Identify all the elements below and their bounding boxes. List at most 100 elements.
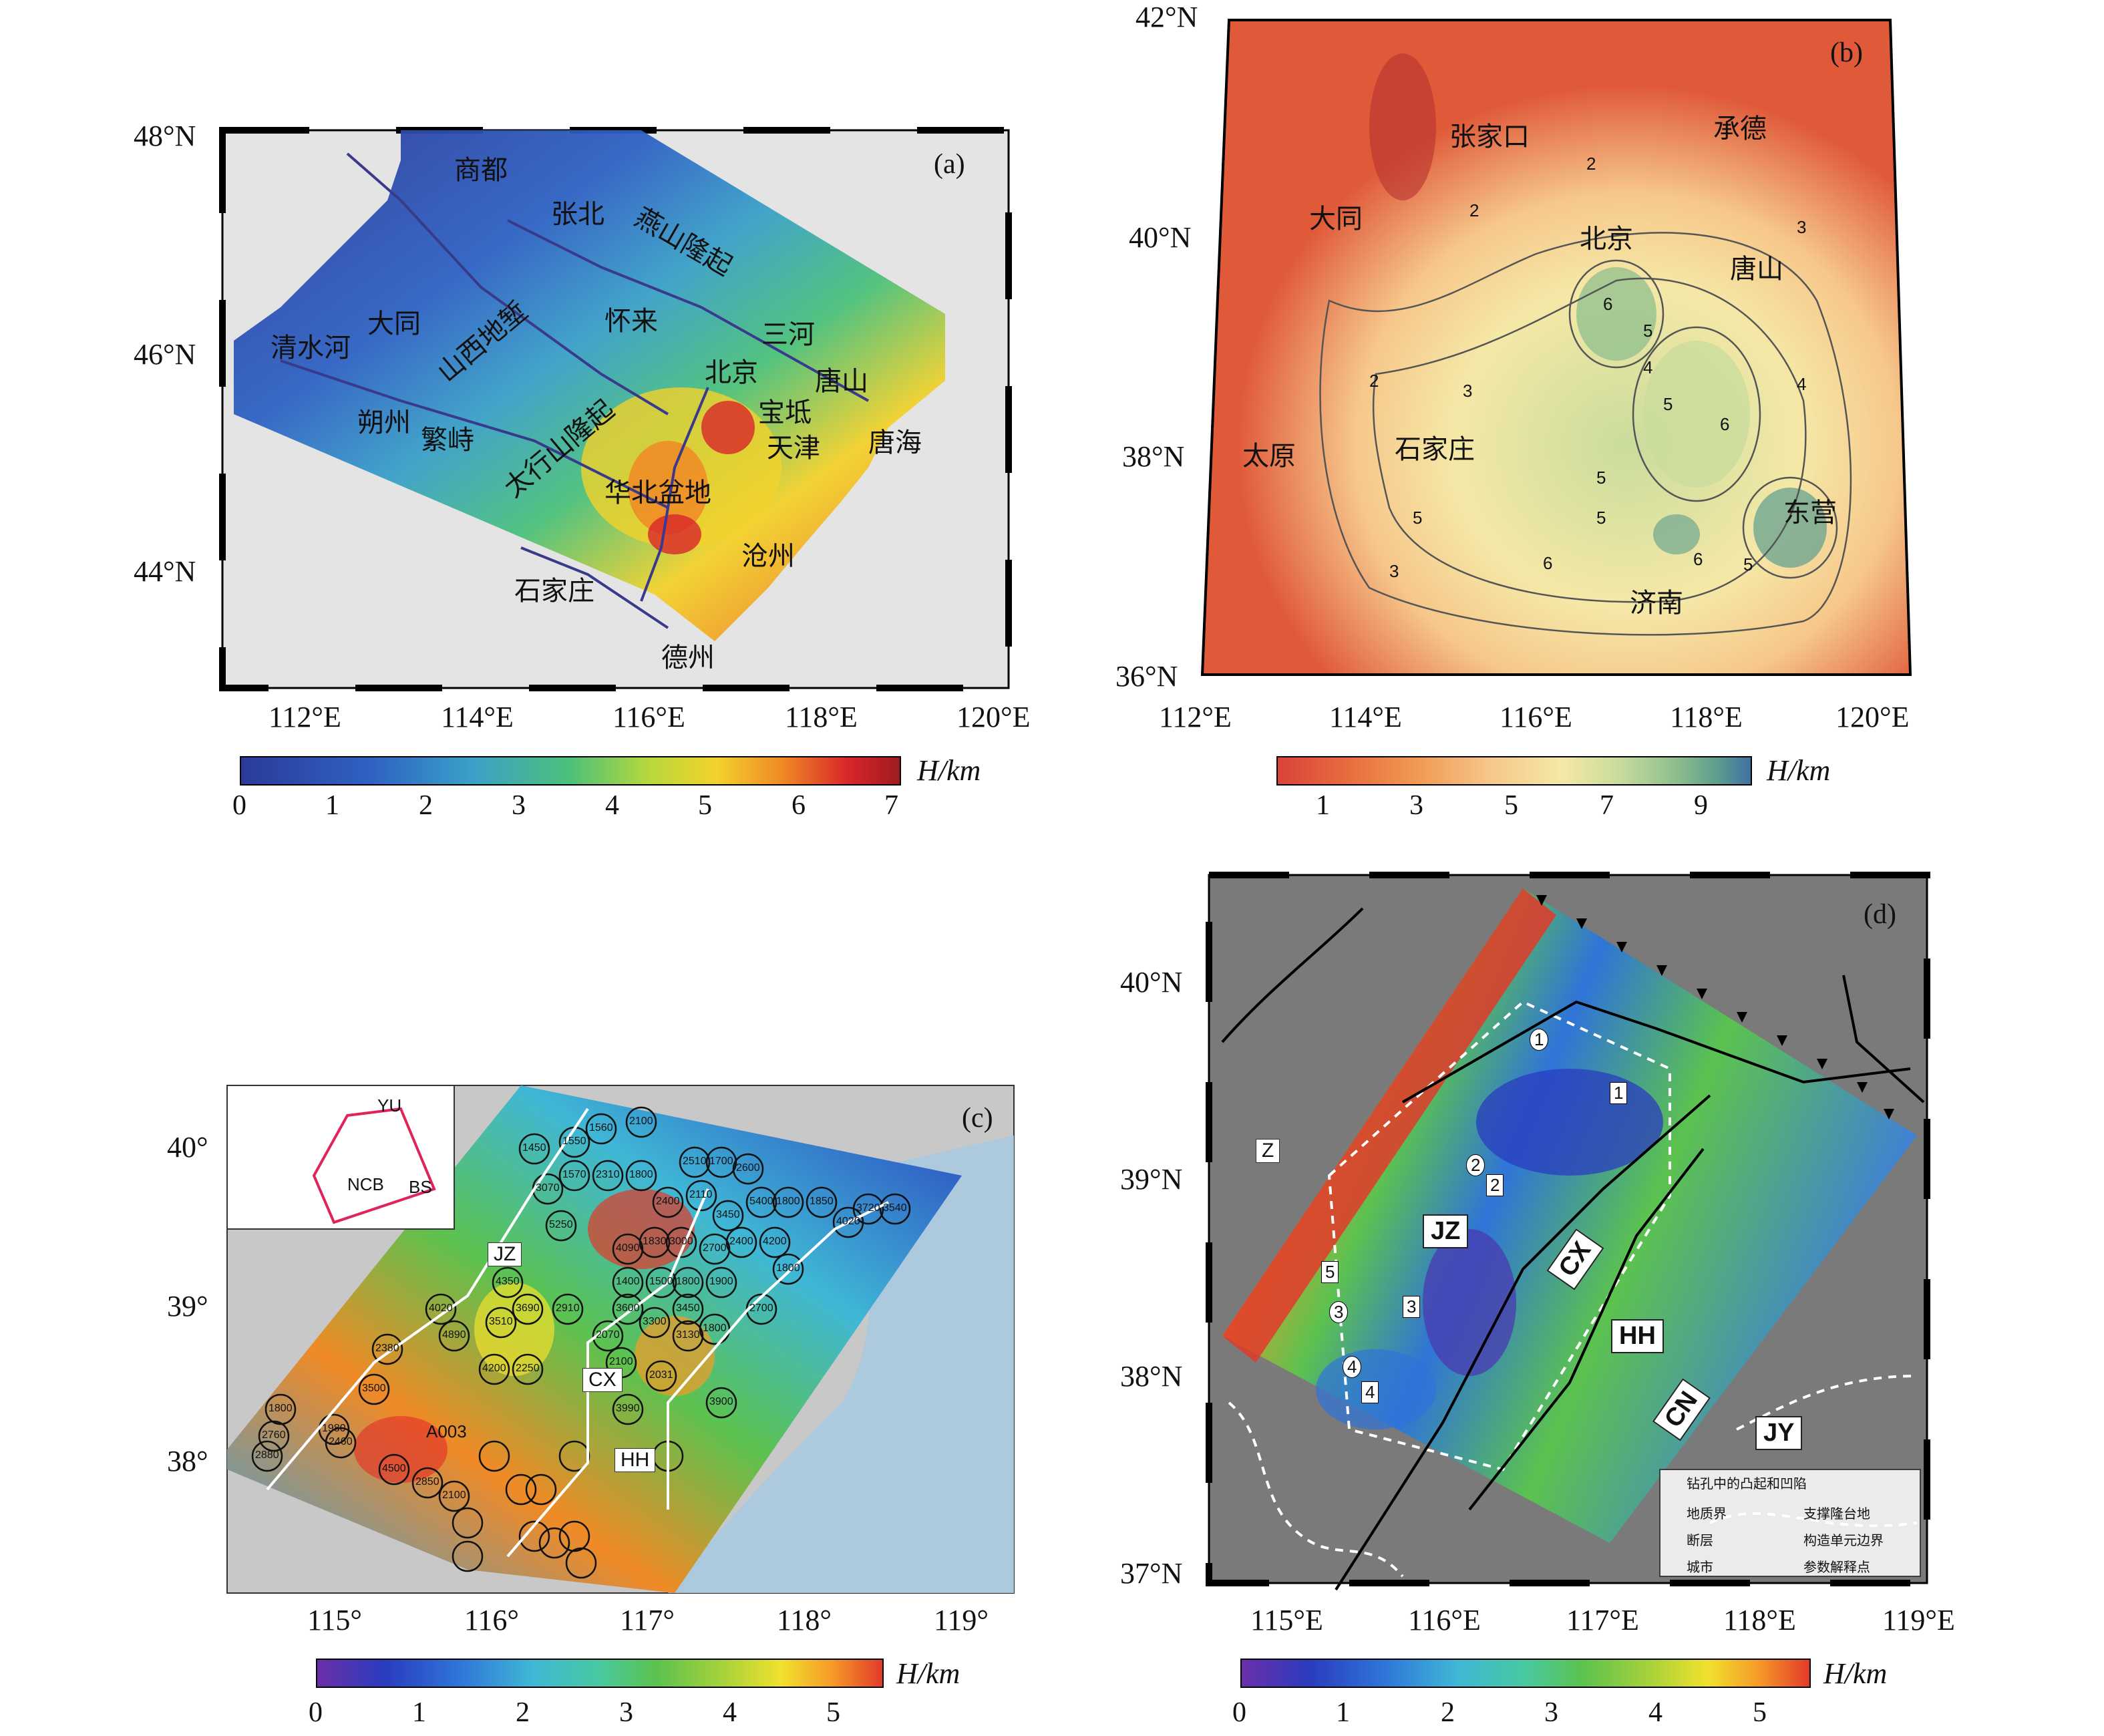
station-value: 4020 (836, 1216, 860, 1227)
panel-b-map (1200, 19, 1912, 676)
city-label: 承德 (1713, 114, 1767, 144)
panel-d-lon-label: 118°E (1723, 1604, 1796, 1636)
uplift-number: 4 (1343, 1356, 1362, 1378)
colorbar-tick: 7 (1600, 790, 1614, 821)
station-value: 3000 (669, 1236, 693, 1247)
panel-b-lon-label: 116°E (1500, 701, 1572, 733)
contour-label: 4 (1643, 357, 1653, 377)
contour-label: 2 (1369, 371, 1379, 391)
city-label: 北京 (1580, 224, 1633, 254)
colorbar-tick: 5 (1753, 1697, 1767, 1728)
station-value: 3510 (489, 1316, 513, 1327)
depression-number: 4 (1361, 1381, 1379, 1403)
contour-label: 3 (1797, 217, 1807, 237)
station-value: 3450 (716, 1209, 740, 1220)
colorbar-tick: 0 (1232, 1697, 1246, 1728)
panel-d-lat-label: 37°N (1120, 1557, 1183, 1590)
station-value: 2880 (255, 1449, 279, 1461)
uplift-number: 2 (1466, 1154, 1485, 1176)
panel-b-label: (b) (1830, 37, 1863, 68)
station-value: 2310 (596, 1169, 620, 1180)
panel-c-inset (226, 1085, 455, 1230)
station-value: 3900 (709, 1396, 733, 1407)
colorbar-tick: 0 (232, 790, 246, 821)
contour-label: 6 (1603, 294, 1613, 314)
city-label: 朔州 (357, 407, 411, 438)
city-label: 天津 (767, 433, 820, 464)
panel-a-lon-label: 112°E (269, 701, 341, 733)
tectonic-code-label: HH (1611, 1319, 1664, 1353)
station-value: 3540 (883, 1202, 907, 1214)
station-value: 2700 (749, 1303, 773, 1314)
colorbar-tick: 0 (309, 1697, 323, 1728)
station-value: 1570 (562, 1169, 586, 1180)
station-value: 4020 (429, 1303, 453, 1314)
panel-b-colorbar-unit: H/km (1767, 754, 1831, 787)
city-label: 沧州 (741, 541, 795, 572)
contour-label: 3 (1389, 561, 1399, 581)
contour-label: 5 (1663, 394, 1673, 414)
station-value: 4200 (763, 1236, 787, 1247)
station-value: 3690 (516, 1303, 540, 1314)
panel-a-colorbar (240, 756, 901, 786)
panel-a-lat-label: 44°N (134, 555, 196, 588)
station-value: 3720 (856, 1202, 880, 1214)
city-label: 商都 (454, 155, 508, 186)
panel-b-lat-label: 40°N (1129, 221, 1192, 254)
station-label: A003 (426, 1421, 467, 1441)
colorbar-tick: 7 (884, 790, 898, 821)
city-label: 唐山 (1730, 254, 1783, 285)
panel-a-lon-label: 118°E (785, 701, 858, 733)
tectonic-code-label: HH (615, 1448, 656, 1472)
panel-c-colorbar-unit: H/km (896, 1657, 960, 1690)
city-label: 宝坻 (758, 397, 812, 428)
panel-d-thrust-triangles (1536, 895, 1894, 1119)
panel-d-lat-label: 38°N (1120, 1360, 1183, 1393)
city-label: 清水河 (271, 333, 351, 363)
station-value: 1850 (810, 1196, 834, 1207)
station-value: 4890 (442, 1329, 466, 1341)
tectonic-code-label: CX (582, 1368, 623, 1392)
station-value: 2460 (329, 1436, 353, 1447)
inset-label: BS (409, 1177, 432, 1197)
contour-label: 6 (1543, 553, 1553, 573)
colorbar-tick: 3 (1544, 1697, 1558, 1728)
depression-number: 3 (1403, 1296, 1421, 1318)
panel-d-lon-label: 116°E (1408, 1604, 1481, 1636)
legend-item: 构造单元边界 (1803, 1534, 1884, 1548)
panel-a-label: (a) (934, 149, 965, 180)
station-value: 1560 (589, 1122, 613, 1134)
inset-label: NCB (347, 1174, 384, 1194)
colorbar-tick: 2 (1441, 1697, 1455, 1728)
depression-number: 1 (1610, 1082, 1628, 1104)
contour-label: 5 (1596, 508, 1606, 528)
station-value: 2850 (415, 1476, 440, 1488)
tectonic-code-label: Z (1256, 1139, 1280, 1163)
station-value: 1800 (676, 1276, 700, 1287)
contour-label: 6 (1720, 414, 1730, 434)
colorbar-tick: 1 (325, 790, 339, 821)
panel-c-lon-label: 118° (777, 1604, 832, 1636)
station-value: 1900 (709, 1276, 733, 1287)
panel-a-lon-label: 116°E (612, 701, 685, 733)
panel-d-lat-label: 40°N (1120, 966, 1183, 999)
panel-a-lon-label: 120°E (956, 701, 1031, 733)
city-label: 三河 (761, 319, 815, 350)
station-value: 3130 (676, 1329, 700, 1341)
tectonic-code-label: JZ (1423, 1214, 1469, 1248)
colorbar-tick: 1 (1336, 1697, 1350, 1728)
station-value: 1700 (709, 1156, 733, 1167)
tectonic-code-label: JY (1755, 1416, 1803, 1450)
legend-item: 支撑隆台地 (1803, 1507, 1870, 1522)
legend-item: 参数解释点 (1803, 1560, 1870, 1575)
city-label: 繁峙 (421, 425, 474, 456)
station-value: 1450 (522, 1142, 546, 1154)
legend-item: 断层 (1687, 1534, 1713, 1548)
panel-a-colorbar-unit: H/km (917, 754, 981, 787)
city-label: 唐海 (868, 427, 922, 458)
station-value: 2070 (596, 1329, 620, 1341)
station-value: 1550 (562, 1136, 586, 1147)
contour-label: 2 (1586, 154, 1596, 174)
colorbar-tick: 5 (826, 1697, 840, 1728)
station-value: 1800 (776, 1262, 800, 1274)
